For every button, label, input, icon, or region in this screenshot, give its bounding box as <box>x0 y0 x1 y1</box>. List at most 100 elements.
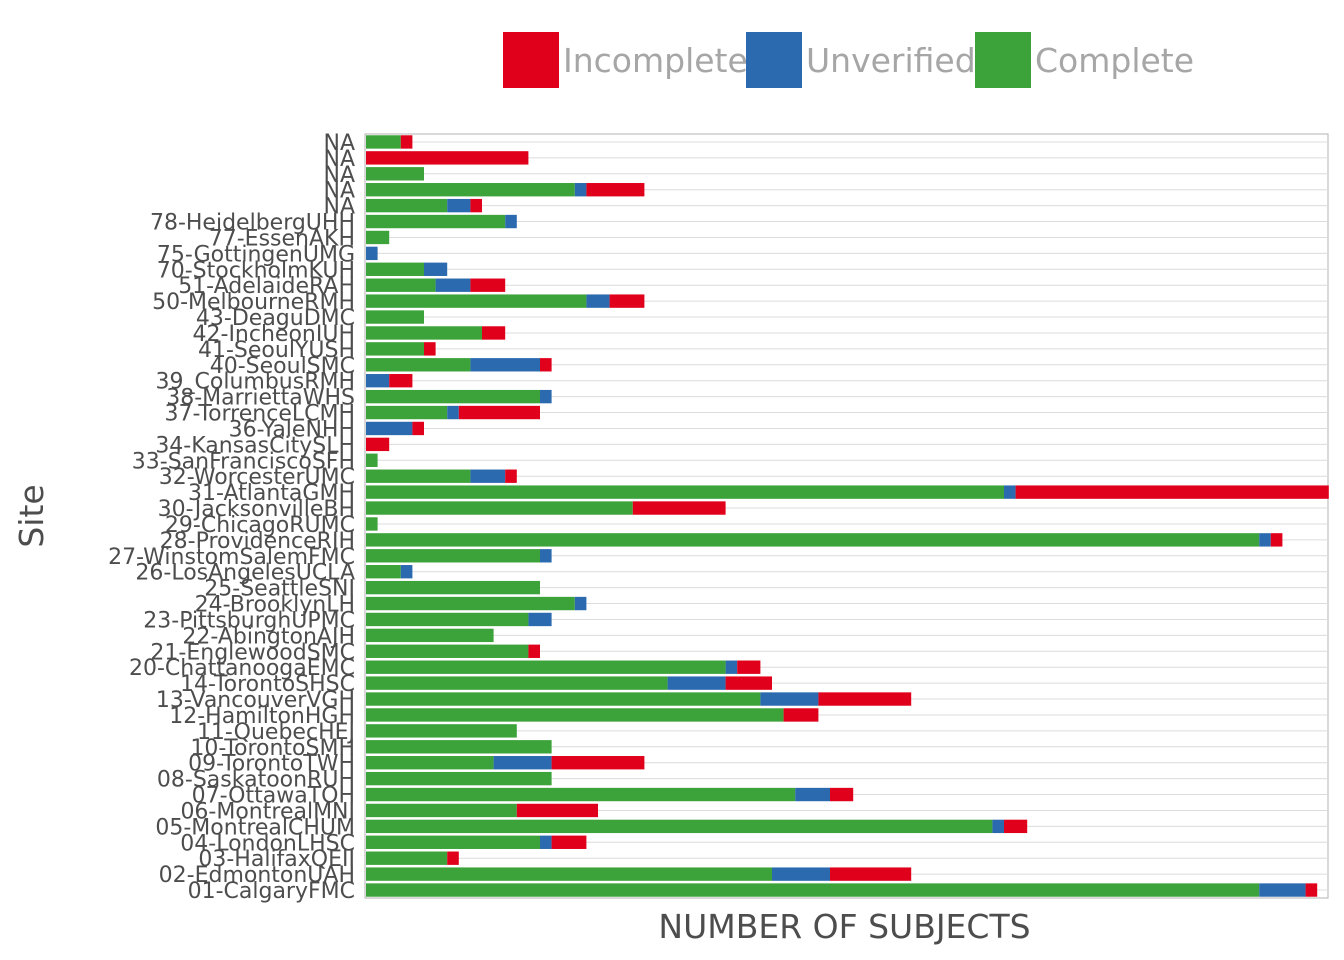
bar-complete <box>366 851 448 865</box>
bar-unverified <box>470 358 540 372</box>
bar-incomplete <box>586 183 645 197</box>
bar-unverified <box>760 692 819 706</box>
y-axis-title: Site <box>12 484 51 547</box>
bar-complete <box>366 405 448 420</box>
bar-unverified <box>470 469 506 483</box>
bar-incomplete <box>516 803 598 818</box>
bar-complete <box>366 214 506 229</box>
bar-unverified <box>435 278 471 292</box>
bar-incomplete <box>470 198 482 213</box>
y-tick-label: 75-GottingenUMG <box>157 242 355 267</box>
y-tick-label: 24-BrooklynLH <box>195 593 355 618</box>
bar-complete <box>366 326 482 340</box>
y-tick-label: 03-HalifaxQEII <box>198 847 355 872</box>
bar-complete <box>366 517 378 531</box>
bar-complete <box>366 771 552 786</box>
bar-incomplete <box>389 374 413 388</box>
bar-unverified <box>1259 883 1306 897</box>
bar-complete <box>366 612 529 627</box>
bar-unverified <box>795 787 830 802</box>
bar-complete <box>366 262 424 276</box>
bar-complete <box>366 183 575 197</box>
bar-incomplete <box>412 421 424 436</box>
bar-unverified <box>1259 533 1271 547</box>
bar-incomplete <box>366 437 390 452</box>
bar-incomplete <box>725 676 772 690</box>
bar-complete <box>366 628 494 643</box>
bar-complete <box>366 644 529 658</box>
bar-unverified <box>366 421 413 436</box>
bar-incomplete <box>609 294 645 308</box>
y-tick-label: NA <box>323 195 355 220</box>
y-tick-label: 36-YaleNHH <box>229 417 355 442</box>
bar-unverified <box>574 183 587 197</box>
bar-unverified <box>366 374 390 388</box>
y-tick-label: 41-SeoulYUSH <box>198 338 355 363</box>
y-tick-label: 02-EdmontonUAH <box>159 863 355 888</box>
bar-incomplete <box>400 135 413 149</box>
bar-complete <box>366 724 517 738</box>
bar-complete <box>366 787 796 802</box>
legend: Incomplete Unverified Complete <box>503 32 1194 88</box>
y-tick-label: 25-SeattleSNI <box>204 577 355 602</box>
bar-incomplete <box>458 405 540 420</box>
bar-unverified <box>992 819 1004 834</box>
bar-incomplete <box>632 501 726 515</box>
bar-complete <box>366 676 668 690</box>
bar-complete <box>366 294 587 308</box>
y-tick-label: NA <box>323 163 355 188</box>
y-tick-labels: NANANANANA78-HeidelbergUHH77-EssenAKH75-… <box>108 131 355 904</box>
y-tick-label: 21-EnglewoodSMC <box>150 640 355 665</box>
bar-unverified <box>540 389 552 404</box>
bar-unverified <box>528 612 552 627</box>
bar-complete <box>366 230 390 245</box>
bar-complete <box>366 835 540 849</box>
bar-unverified <box>447 198 471 213</box>
y-tick-label: 09-TorontoTWH <box>188 752 355 777</box>
bar-complete <box>366 549 540 563</box>
y-tick-label: 29-ChicagoRUMC <box>165 513 355 538</box>
plot-panel <box>364 133 1329 899</box>
bar-complete <box>366 756 494 770</box>
y-tick-label: 22-AbingtonAJH <box>182 624 355 649</box>
y-tick-label: 51-AdelaideRAH <box>178 274 355 299</box>
y-tick-label: 01-CalgaryFMC <box>188 879 355 904</box>
bar-unverified <box>505 214 517 229</box>
bar-complete <box>366 580 540 595</box>
legend-label-unverified: Unverified <box>806 41 976 80</box>
bar-complete <box>366 167 424 181</box>
bar-unverified <box>574 596 587 611</box>
bar-complete <box>366 469 471 483</box>
y-tick-label: 14-TorontoSHSC <box>180 672 355 697</box>
bar-complete <box>366 198 448 213</box>
bar-complete <box>366 501 633 515</box>
legend-label-complete: Complete <box>1035 41 1194 80</box>
bar-incomplete <box>505 469 517 483</box>
bar-incomplete <box>366 151 529 165</box>
y-tick-label: NA <box>323 179 355 204</box>
bar-incomplete <box>540 358 552 372</box>
bar-incomplete <box>783 708 819 722</box>
bar-incomplete <box>470 278 506 292</box>
y-tick-label: 05-MontrealCHUM <box>155 815 355 840</box>
bar-unverified <box>366 246 378 261</box>
bar-incomplete <box>551 835 587 849</box>
bar-complete <box>366 692 761 706</box>
y-tick-label: NA <box>323 131 355 156</box>
y-tick-label: 26-LosAngelesUCLA <box>135 561 355 586</box>
y-tick-label: 04-LondonLHSC <box>180 831 355 856</box>
bar-unverified <box>493 756 552 770</box>
y-tick-label: 39_ColumbusRMH <box>156 370 355 395</box>
bar-unverified <box>586 294 610 308</box>
bar-incomplete <box>551 756 645 770</box>
bar-incomplete <box>1305 883 1318 897</box>
bar-complete <box>366 708 784 722</box>
y-tick-label: 06-MontrealMNI <box>180 799 355 824</box>
bar-incomplete <box>424 342 436 356</box>
bar-complete <box>366 819 993 834</box>
bar-complete <box>366 565 401 579</box>
bar-complete <box>366 596 575 611</box>
legend-swatch-complete <box>975 32 1031 88</box>
bar-complete <box>366 453 378 467</box>
legend-label-incomplete: Incomplete <box>563 41 748 80</box>
